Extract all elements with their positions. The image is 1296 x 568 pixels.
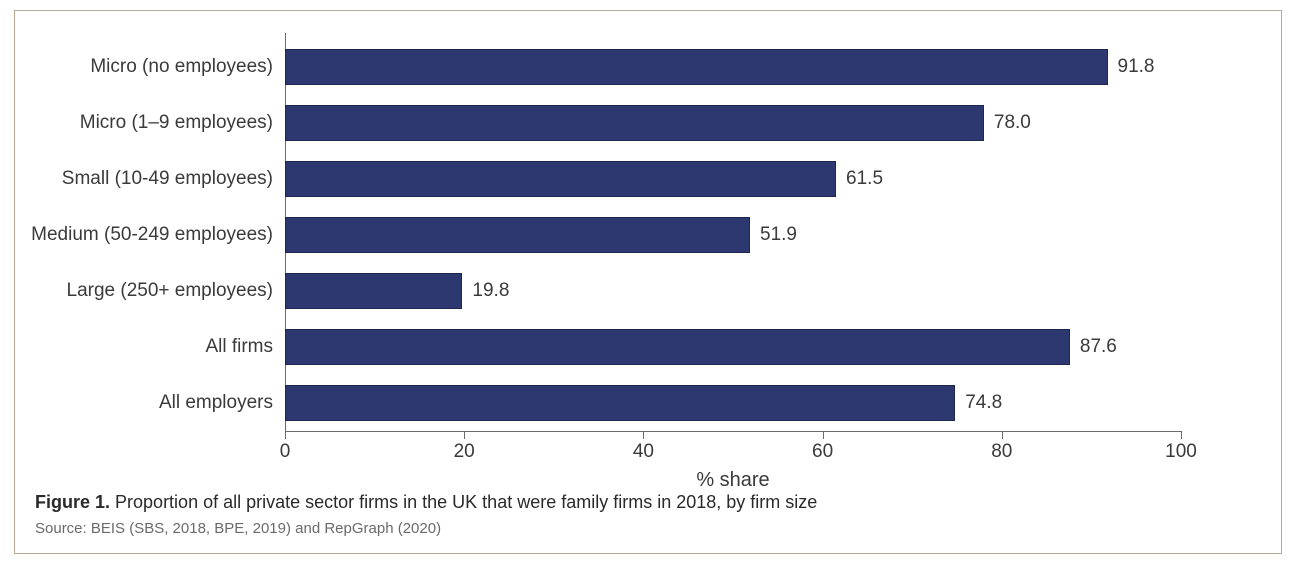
x-tick-label: 20 <box>454 441 475 463</box>
value-label: 87.6 <box>1080 336 1117 358</box>
value-label: 19.8 <box>472 280 509 302</box>
bar <box>285 161 836 197</box>
value-label: 74.8 <box>965 392 1002 414</box>
bar <box>285 49 1108 85</box>
bar-row: Micro (1–9 employees)78.0 <box>285 95 1181 151</box>
value-label: 51.9 <box>760 224 797 246</box>
x-tick-label: 100 <box>1165 441 1197 463</box>
bar-row: Small (10-49 employees)61.5 <box>285 151 1181 207</box>
category-label: Micro (no employees) <box>90 56 273 78</box>
x-tick-label: 60 <box>812 441 833 463</box>
bar-row: Micro (no employees)91.8 <box>285 39 1181 95</box>
bar-chart: Micro (no employees)91.8Micro (1–9 emplo… <box>285 39 1181 431</box>
source-line: Source: BEIS (SBS, 2018, BPE, 2019) and … <box>35 520 441 537</box>
x-tick-label: 80 <box>991 441 1012 463</box>
bar <box>285 385 955 421</box>
figure-label: Figure 1. <box>35 492 110 512</box>
x-tick <box>1181 431 1182 439</box>
bar <box>285 105 984 141</box>
bar-row: All employers74.8 <box>285 375 1181 431</box>
figure-caption: Figure 1. Proportion of all private sect… <box>35 492 817 513</box>
category-label: Large (250+ employees) <box>67 280 274 302</box>
bar-row: Medium (50-249 employees)51.9 <box>285 207 1181 263</box>
x-tick <box>643 431 644 439</box>
value-label: 78.0 <box>994 112 1031 134</box>
x-tick <box>1002 431 1003 439</box>
x-tick <box>464 431 465 439</box>
value-label: 91.8 <box>1118 56 1155 78</box>
x-tick-label: 40 <box>633 441 654 463</box>
bar-row: All firms87.6 <box>285 319 1181 375</box>
x-tick-label: 0 <box>280 441 291 463</box>
chart-frame: Micro (no employees)91.8Micro (1–9 emplo… <box>14 10 1282 554</box>
bar-row: Large (250+ employees)19.8 <box>285 263 1181 319</box>
category-label: Micro (1–9 employees) <box>80 112 273 134</box>
x-tick <box>823 431 824 439</box>
x-axis-title: % share <box>696 469 769 492</box>
bar <box>285 273 462 309</box>
bar <box>285 217 750 253</box>
bar <box>285 329 1070 365</box>
x-axis: % share 020406080100 <box>285 431 1181 432</box>
category-label: All employers <box>159 392 273 414</box>
category-label: All firms <box>205 336 273 358</box>
figure-caption-text: Proportion of all private sector firms i… <box>115 492 817 512</box>
category-label: Small (10-49 employees) <box>62 168 273 190</box>
value-label: 61.5 <box>846 168 883 190</box>
category-label: Medium (50-249 employees) <box>31 224 273 246</box>
